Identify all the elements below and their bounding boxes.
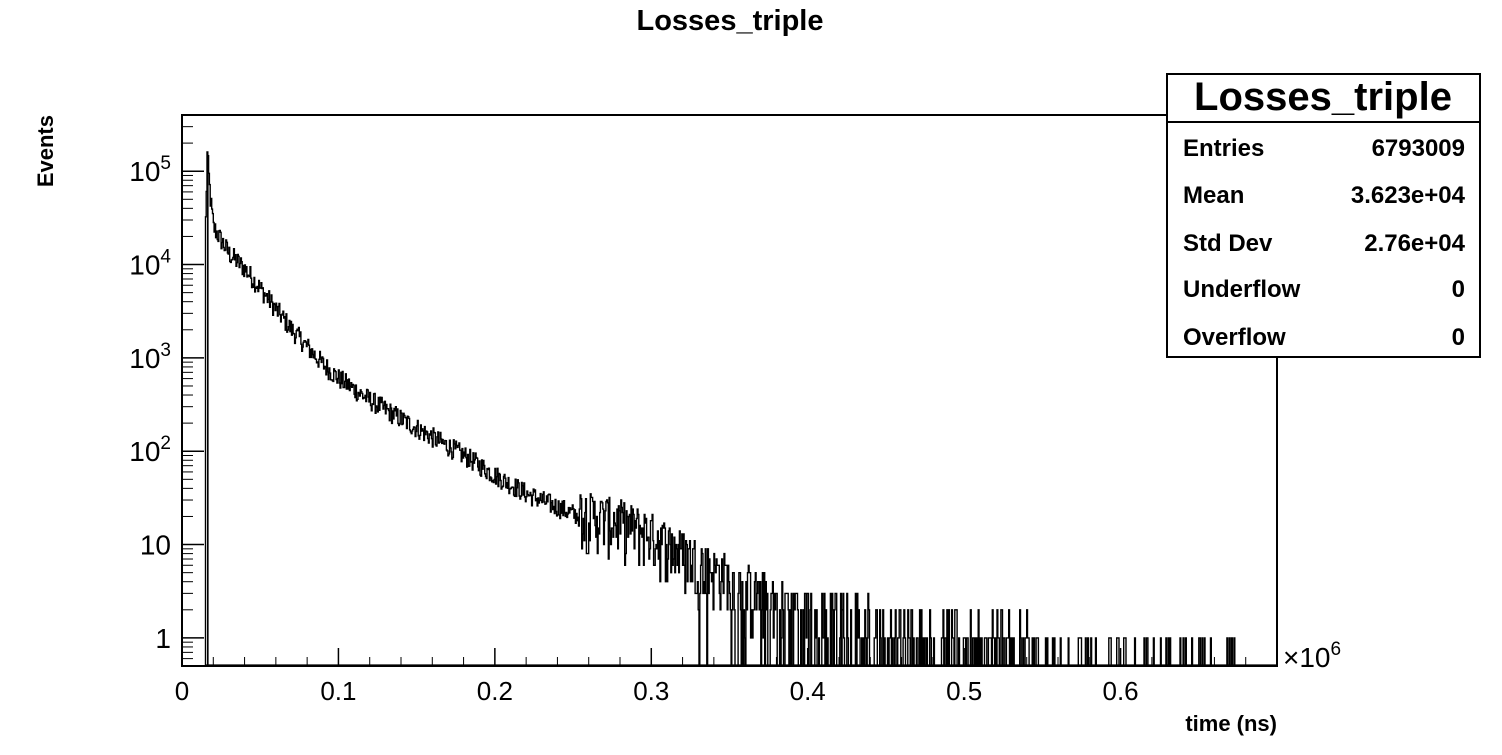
- stats-label-underflow: Underflow: [1183, 276, 1301, 303]
- y-tick-label: 10: [140, 530, 171, 561]
- x-tick-label: 0.5: [946, 676, 982, 706]
- chart-title: Losses_triple: [637, 5, 824, 37]
- x-axis-multiplier: ×106: [1283, 639, 1341, 673]
- y-tick-label: 102: [129, 433, 171, 467]
- stats-box-title: Losses_triple: [1194, 75, 1452, 119]
- stats-value-entries: 6793009: [1372, 135, 1465, 162]
- histogram-series: [204, 151, 1277, 667]
- histogram-line: [204, 151, 1247, 667]
- y-tick-label: 104: [129, 247, 171, 281]
- x-tick-label: 0.3: [633, 676, 669, 706]
- y-tick-label: 105: [129, 153, 171, 187]
- plot-frame: [181, 114, 1278, 667]
- stats-label-stddev: Std Dev: [1183, 230, 1273, 257]
- stats-value-mean: 3.623e+04: [1351, 182, 1466, 209]
- x-tick-label: 0.1: [320, 676, 356, 706]
- stats-value-stddev: 2.76e+04: [1364, 230, 1465, 257]
- y-tick-label: 103: [129, 340, 171, 374]
- stats-value-underflow: 0: [1452, 276, 1465, 303]
- stats-box: Losses_triple Entries 6793009 Mean 3.623…: [1166, 73, 1481, 358]
- stats-label-entries: Entries: [1183, 135, 1264, 162]
- y-axis-label: Events: [33, 115, 58, 187]
- x-tick-label: 0.6: [1102, 676, 1138, 706]
- stats-label-overflow: Overflow: [1183, 324, 1286, 351]
- x-tick-label: 0.2: [477, 676, 513, 706]
- y-tick-label: 1: [155, 623, 171, 654]
- x-tick-label: 0.4: [790, 676, 826, 706]
- stats-label-mean: Mean: [1183, 182, 1244, 209]
- x-axis-label: time (ns): [1185, 711, 1277, 736]
- x-tick-label: 0: [175, 676, 189, 706]
- axis-tick-labels: 0 0.1 0.2 0.3 0.4 0.5 0.6 1 10 102 103 104 105: [129, 153, 1138, 706]
- stats-value-overflow: 0: [1452, 324, 1465, 351]
